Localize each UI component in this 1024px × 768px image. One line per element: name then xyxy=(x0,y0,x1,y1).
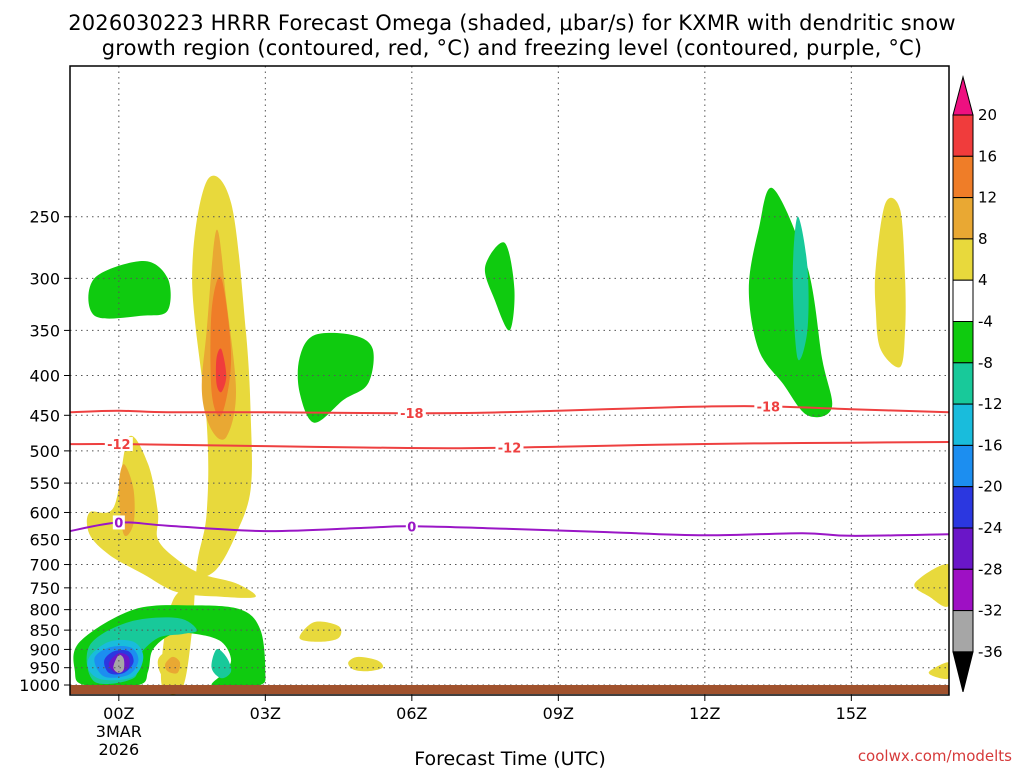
contour--18C xyxy=(70,405,949,415)
colorbar-label--16: -16 xyxy=(978,436,1003,454)
colorbar-bin--20 xyxy=(952,444,974,488)
x-tick-label-15Z: 15Z xyxy=(836,704,867,723)
y-tick-label-550: 550 xyxy=(29,474,60,493)
omega-region-14 xyxy=(748,187,833,418)
omega-region-12 xyxy=(297,332,374,423)
omega-region-15 xyxy=(792,216,809,361)
omega-region-6 xyxy=(299,621,342,642)
contour-label--18C-0: -18 xyxy=(400,407,424,422)
plot-frame xyxy=(69,65,950,696)
y-tick-label-300: 300 xyxy=(29,269,60,288)
colorbar-label-16: 16 xyxy=(978,147,997,165)
y-tick-label-500: 500 xyxy=(29,442,60,461)
colorbar-bin--28 xyxy=(952,527,974,570)
omega-region-4 xyxy=(210,276,232,417)
x-tick-label-09Z: 09Z xyxy=(543,704,574,723)
contour-label--18C-1: -18 xyxy=(757,401,781,416)
contour-label-bg--18C-1 xyxy=(754,399,783,414)
temperature-contours: -18 -18 -12 -12 0 0 xyxy=(70,399,949,537)
colorbar-bottom-arrow xyxy=(952,651,974,693)
omega-shading xyxy=(73,175,949,695)
colorbar-label-12: 12 xyxy=(978,189,997,207)
colorbar-label--28: -28 xyxy=(978,560,1003,578)
y-tick-label-750: 750 xyxy=(29,579,60,598)
contour-label-bg-0C-0 xyxy=(112,515,125,530)
colorbar-label-8: 8 xyxy=(978,230,988,248)
colorbar-bin--8 xyxy=(952,321,974,364)
colorbar-label-20: 20 xyxy=(978,106,997,124)
colorbar-bin--4 xyxy=(952,279,974,323)
contour-label-bg--18C-0 xyxy=(397,406,426,421)
x-tick-date-month: 3MAR xyxy=(96,722,142,741)
omega-region-8 xyxy=(874,197,906,368)
contour-0C xyxy=(70,521,949,537)
y-axis: 2503003504004505005506006507007508008509… xyxy=(19,208,70,695)
omega-region-11 xyxy=(88,261,171,319)
colorbar-bin--16 xyxy=(952,403,974,446)
omega-region-5 xyxy=(215,348,227,393)
colorbar-label-4: 4 xyxy=(978,271,988,289)
omega-region-23 xyxy=(113,654,125,673)
colorbar-bin-12 xyxy=(952,155,974,199)
omega-region-25 xyxy=(164,656,181,674)
colorbar-bin--32 xyxy=(952,568,974,612)
colorbar-label--12: -12 xyxy=(978,395,1003,413)
colorbar-label--4: -4 xyxy=(978,313,993,331)
x-tick-label-06Z: 06Z xyxy=(396,704,427,723)
omega-region-9 xyxy=(914,564,949,607)
ground-surface-bar xyxy=(70,685,949,694)
colorbar-label--32: -32 xyxy=(978,602,1003,620)
y-tick-label-700: 700 xyxy=(29,556,60,575)
omega-region-13 xyxy=(484,242,515,331)
contour-label--12C-0: -12 xyxy=(107,438,131,453)
y-tick-label-900: 900 xyxy=(29,640,60,659)
y-tick-label-600: 600 xyxy=(29,503,60,522)
y-tick-label-350: 350 xyxy=(29,321,60,340)
contour-label-bg--12C-0 xyxy=(104,437,133,452)
omega-region-10 xyxy=(928,662,949,680)
contour-label-bg--12C-1 xyxy=(495,440,524,455)
contour-label--12C-1: -12 xyxy=(498,441,522,456)
colorbar-bin-4 xyxy=(952,238,974,281)
y-tick-label-650: 650 xyxy=(29,531,60,550)
x-axis-label: Forecast Time (UTC) xyxy=(414,748,605,768)
colorbar-bin-16 xyxy=(952,114,974,157)
contour-label-0C-0: 0 xyxy=(114,516,123,531)
colorbar-label--36: -36 xyxy=(978,643,1003,661)
x-tick-label-12Z: 12Z xyxy=(689,704,720,723)
source-credit: coolwx.com/modelts xyxy=(858,747,1012,765)
x-tick-label-00Z: 00Z xyxy=(103,704,134,723)
colorbar-bin--36 xyxy=(952,610,974,653)
colorbar-label--20: -20 xyxy=(978,478,1003,496)
chart-title-line2: growth region (contoured, red, °C) and f… xyxy=(102,36,923,60)
chart-title-line1: 2026030223 HRRR Forecast Omega (shaded, … xyxy=(68,11,956,35)
omega-region-0 xyxy=(160,175,252,695)
colorbar-top-arrow xyxy=(952,75,974,116)
contour-label-bg-0C-1 xyxy=(405,519,418,534)
y-tick-label-850: 850 xyxy=(29,621,60,640)
y-tick-label-400: 400 xyxy=(29,367,60,386)
colorbar-bin-8 xyxy=(952,197,974,240)
colorbar-bin--24 xyxy=(952,486,974,529)
colorbar-label--8: -8 xyxy=(978,354,993,372)
omega-region-18 xyxy=(211,649,232,679)
contour-label-0C-1: 0 xyxy=(407,520,416,535)
y-tick-label-450: 450 xyxy=(29,406,60,425)
contour--12C xyxy=(70,441,949,450)
y-tick-label-1000: 1000 xyxy=(19,676,60,695)
y-tick-label-250: 250 xyxy=(29,208,60,227)
x-tick-label-03Z: 03Z xyxy=(250,704,281,723)
colorbar-bin--12 xyxy=(952,362,974,405)
colorbar-legend: 20 16 12 8 4 -4 -8 -12 -16 -20 -24 -28 -32 -36 xyxy=(952,75,1003,693)
y-tick-label-800: 800 xyxy=(29,601,60,620)
y-tick-label-950: 950 xyxy=(29,659,60,678)
colorbar-label--24: -24 xyxy=(978,519,1003,537)
x-tick-date-year: 2026 xyxy=(98,740,139,759)
